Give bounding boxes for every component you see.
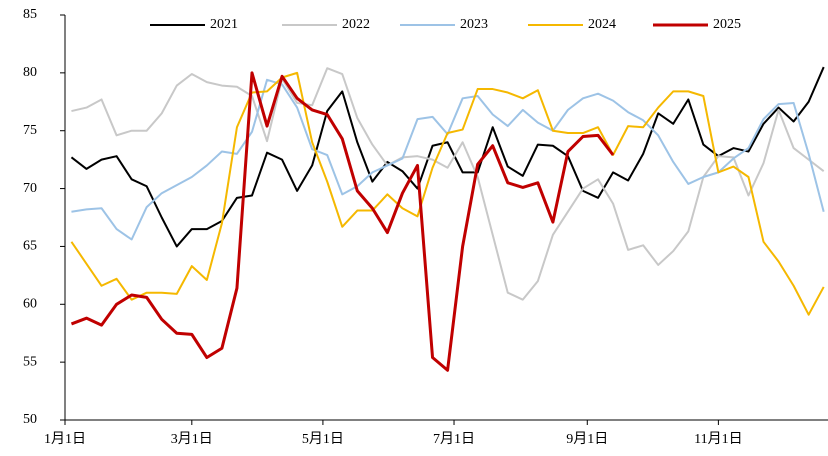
legend-label: 2023 xyxy=(460,17,488,32)
legend-label: 2021 xyxy=(210,17,238,32)
y-tick-label: 85 xyxy=(23,7,37,22)
y-tick-label: 65 xyxy=(23,239,37,254)
y-tick-label: 75 xyxy=(23,123,37,138)
y-tick-label: 60 xyxy=(23,297,37,312)
legend-label: 2022 xyxy=(342,17,370,32)
x-tick-label: 9月1日 xyxy=(566,431,608,447)
y-tick-label: 50 xyxy=(23,412,37,427)
y-tick-label: 70 xyxy=(23,181,37,196)
series-line xyxy=(70,71,825,316)
x-tick-label: 5月1日 xyxy=(302,431,344,447)
x-tick-label: 7月1日 xyxy=(433,431,475,447)
x-tick-label: 1月1日 xyxy=(44,431,86,447)
legend-label: 2025 xyxy=(713,17,741,32)
series-line xyxy=(70,66,825,248)
x-tick-label: 3月1日 xyxy=(171,431,213,447)
series-line xyxy=(70,71,615,372)
series-line xyxy=(71,78,825,241)
x-tick-label: 11月1日 xyxy=(694,431,742,447)
series-line xyxy=(71,67,825,301)
y-tick-label: 55 xyxy=(23,354,37,369)
y-tick-label: 80 xyxy=(23,65,37,80)
legend-label: 2024 xyxy=(588,17,616,32)
